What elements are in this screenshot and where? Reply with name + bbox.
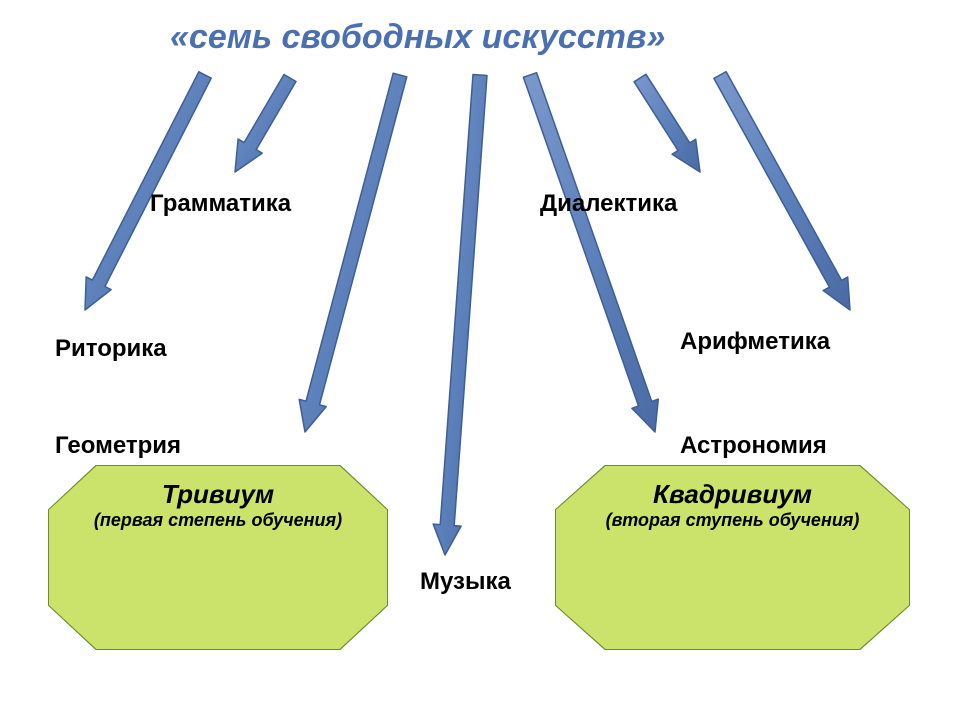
arrow-a-astronomiya: [523, 73, 658, 432]
arrow-a-grammatika: [235, 75, 296, 173]
octagon-quadrivium-subtitle: (вторая ступень обучения): [555, 510, 910, 531]
octagon-trivium-title: Тривиум: [48, 479, 388, 510]
label-ritorika: Риторика: [55, 335, 167, 363]
arrow-a-muzyka: [433, 75, 487, 556]
label-arifmetika: Арифметика: [680, 328, 830, 356]
octagon-quadrivium: Квадривиум (вторая ступень обучения): [555, 465, 910, 650]
octagon-trivium-subtitle: (первая степень обучения): [48, 510, 388, 531]
diagram-title: «семь свободных искусств»: [170, 18, 665, 57]
label-grammatika: Грамматика: [150, 190, 291, 218]
diagram-stage: «семь свободных искусств» Грамматика Диа…: [0, 0, 960, 720]
arrow-a-geometriya: [299, 73, 407, 432]
octagon-trivium: Тривиум (первая степень обучения): [48, 465, 388, 650]
octagon-trivium-content: Тривиум (первая степень обучения): [48, 465, 388, 531]
arrow-a-dialektika: [634, 74, 700, 172]
label-dialektika: Диалектика: [540, 190, 677, 218]
label-muzyka: Музыка: [420, 568, 511, 596]
label-astronomiya: Астрономия: [680, 432, 827, 460]
label-geometriya: Геометрия: [55, 432, 181, 460]
octagon-quadrivium-title: Квадривиум: [555, 479, 910, 510]
arrow-a-arifmetika: [714, 72, 850, 310]
octagon-quadrivium-content: Квадривиум (вторая ступень обучения): [555, 465, 910, 531]
